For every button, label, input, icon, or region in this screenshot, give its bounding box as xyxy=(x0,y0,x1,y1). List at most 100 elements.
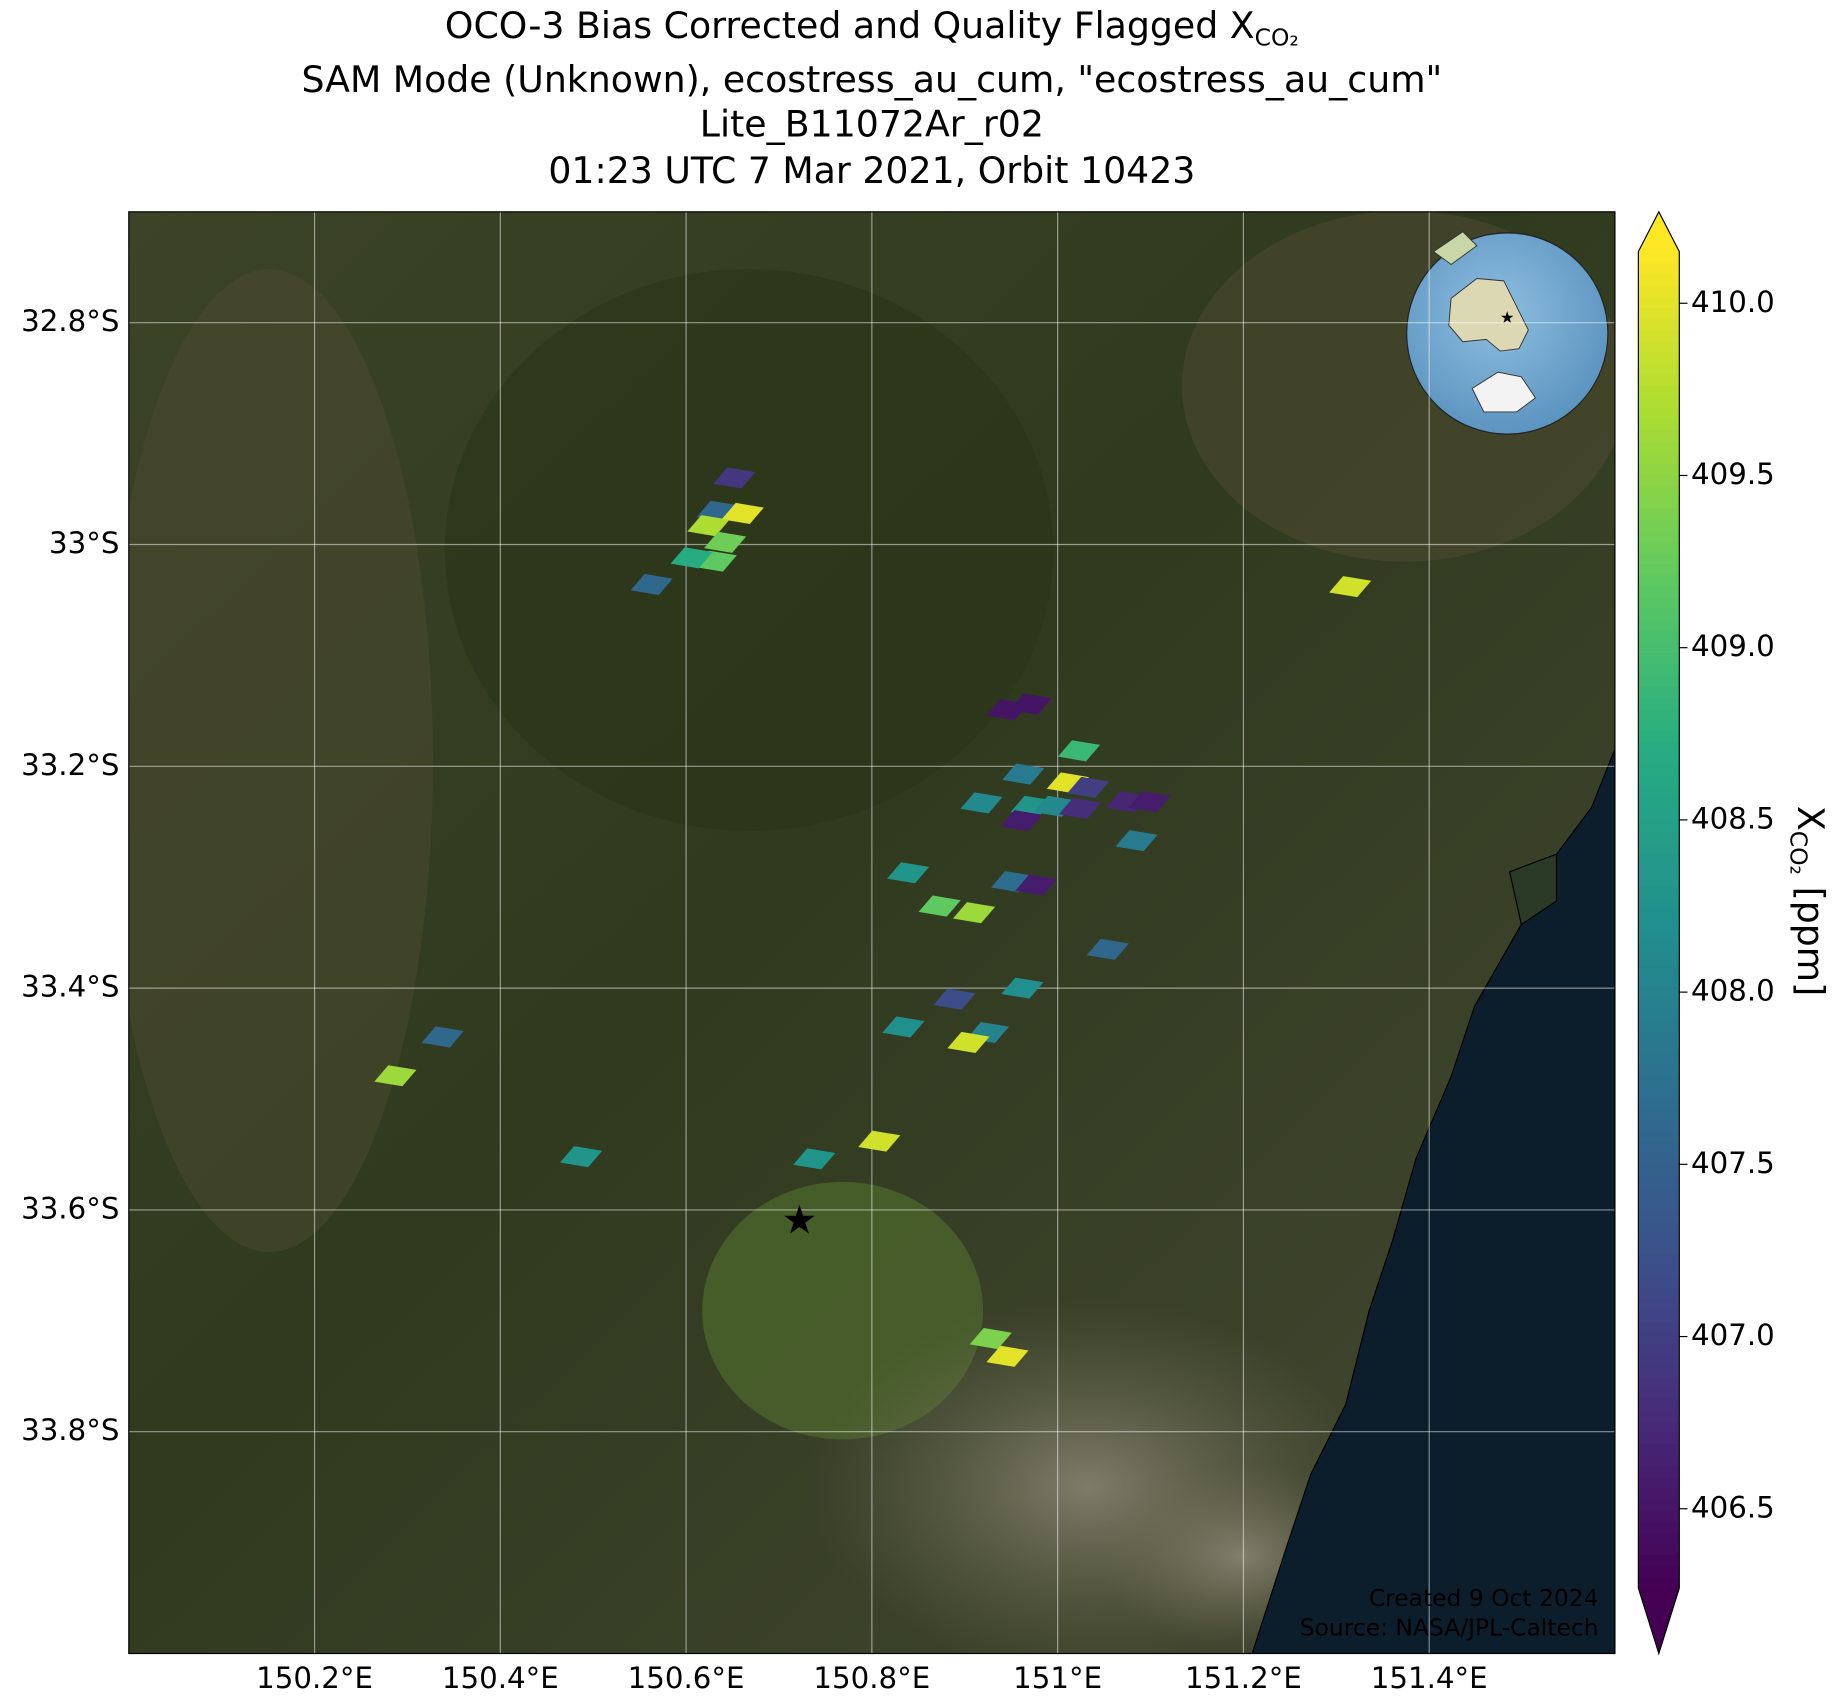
colorbar-segment xyxy=(1638,830,1680,843)
colorbar-segment xyxy=(1638,574,1680,587)
colorbar-segment xyxy=(1638,485,1680,498)
colorbar-segment xyxy=(1638,741,1680,754)
sounding-footprint xyxy=(1086,938,1129,960)
colorbar-tick-label: 408.0 xyxy=(1691,974,1775,1008)
colorbar-segment xyxy=(1638,351,1680,364)
colorbar-segment xyxy=(1638,942,1680,954)
x-tick-label: 150.8°E xyxy=(813,1661,930,1695)
y-tick-label: 33.8°S xyxy=(21,1413,119,1447)
colorbar-segment xyxy=(1638,1209,1680,1222)
chart-title: 01:23 UTC 7 Mar 2021, Orbit 10423 xyxy=(548,149,1195,192)
sounding-footprint xyxy=(858,1130,901,1152)
chart-title: OCO-3 Bias Corrected and Quality Flagged… xyxy=(445,4,1299,51)
colorbar-segment xyxy=(1638,262,1680,275)
colorbar-segment xyxy=(1638,452,1680,464)
colorbar-tick-label: 410.0 xyxy=(1691,285,1775,319)
colorbar-segment xyxy=(1638,1008,1680,1021)
colorbar-segment xyxy=(1638,1265,1680,1277)
colorbar-segment xyxy=(1638,841,1680,854)
colorbar-segment xyxy=(1638,407,1680,420)
title-text: Lite_B11072Ar_r02 xyxy=(700,102,1044,145)
sounding-footprint xyxy=(1001,977,1044,999)
x-tick-label: 151.2°E xyxy=(1185,1661,1302,1695)
colorbar-segment xyxy=(1638,1242,1680,1255)
annotation: Source: NASA/JPL-Caltech xyxy=(1300,1613,1599,1641)
title-subscript: CO₂ xyxy=(1255,23,1299,51)
colorbar-segment xyxy=(1638,674,1680,687)
colorbar-segment xyxy=(1638,1565,1680,1578)
sounding-footprint xyxy=(986,1345,1029,1367)
colorbar-segment xyxy=(1638,1331,1680,1344)
colorbar-segment xyxy=(1638,1020,1680,1032)
sounding-footprint xyxy=(1015,874,1058,896)
annotation: Created 9 Oct 2024 xyxy=(1369,1584,1599,1612)
colorbar-segment xyxy=(1638,808,1680,821)
x-tick-label: 151.4°E xyxy=(1371,1661,1488,1695)
colorbar-segment xyxy=(1638,763,1680,776)
sounding-footprint xyxy=(947,1031,990,1053)
colorbar-segment xyxy=(1638,585,1680,598)
sounding-footprint xyxy=(1067,776,1110,798)
colorbar-segment xyxy=(1638,1443,1680,1456)
colorbar-segment xyxy=(1638,1420,1680,1433)
sounding-footprint xyxy=(670,547,713,569)
colorbar-segment xyxy=(1638,1142,1680,1155)
colorbar-extension xyxy=(1638,1587,1680,1654)
sounding-footprint xyxy=(421,1026,464,1048)
colorbar-segment xyxy=(1638,886,1680,899)
colorbar-tick-label: 407.5 xyxy=(1691,1146,1775,1180)
colorbar-segment xyxy=(1638,641,1680,654)
colorbar-segment xyxy=(1638,1276,1680,1288)
colorbar-segment xyxy=(1638,563,1680,576)
globe-land xyxy=(1432,231,1478,266)
colorbar-segment xyxy=(1638,362,1680,375)
colorbar-segment xyxy=(1638,1354,1680,1366)
colorbar-label: XCO₂ [ppm] xyxy=(1785,806,1832,996)
colorbar-segment xyxy=(1638,852,1680,865)
sounding-footprint xyxy=(793,1148,836,1170)
colorbar-segment xyxy=(1638,1064,1680,1077)
colorbar-segment xyxy=(1638,1075,1680,1088)
colorbar-segment xyxy=(1638,596,1680,609)
sounding-footprint xyxy=(918,895,961,917)
colorbar-segment xyxy=(1638,630,1680,643)
colorbar-segment xyxy=(1638,1342,1680,1355)
colorbar-segment xyxy=(1638,463,1680,476)
colorbar-label-symbol: X xyxy=(1789,806,1832,831)
globe-marker: ★ xyxy=(1500,308,1515,327)
colorbar-segment xyxy=(1638,440,1680,453)
colorbar-segment xyxy=(1638,864,1680,876)
colorbar-segment xyxy=(1638,1298,1680,1311)
colorbar-segment xyxy=(1638,385,1680,398)
y-tick-label: 33.4°S xyxy=(21,970,119,1004)
colorbar-segment xyxy=(1638,1042,1680,1055)
sounding-footprint xyxy=(1058,797,1101,819)
colorbar-segment xyxy=(1638,1031,1680,1043)
map-frame xyxy=(128,211,1616,1655)
sounding-footprint xyxy=(1002,763,1045,785)
colorbar-segment xyxy=(1638,908,1680,921)
colorbar-segment xyxy=(1638,953,1680,966)
title-text: SAM Mode (Unknown), ecostress_au_cum, "e… xyxy=(301,58,1442,101)
colorbar-segment xyxy=(1638,1231,1680,1244)
sounding-footprint xyxy=(721,502,764,524)
colorbar-segment xyxy=(1638,1387,1680,1400)
colorbar-segment xyxy=(1638,1309,1680,1322)
colorbar-segment xyxy=(1638,1198,1680,1211)
colorbar-segment xyxy=(1638,1097,1680,1110)
terrain xyxy=(444,269,1054,831)
sounding-footprint xyxy=(1057,740,1101,762)
colorbar-segment xyxy=(1638,1320,1680,1333)
colorbar-segment xyxy=(1638,697,1680,709)
colorbar-segment xyxy=(1638,786,1680,798)
colorbar-segment xyxy=(1638,752,1680,765)
sounding-footprint xyxy=(933,988,976,1010)
sounding-footprint xyxy=(704,531,747,553)
colorbar-tick-label: 409.0 xyxy=(1691,629,1775,663)
colorbar-segment xyxy=(1638,652,1680,665)
colorbar-segment xyxy=(1638,474,1680,487)
title-text: 01:23 UTC 7 Mar 2021, Orbit 10423 xyxy=(548,149,1195,192)
sounding-footprint xyxy=(882,1016,925,1038)
colorbar-segment xyxy=(1638,518,1680,531)
colorbar-segment xyxy=(1638,1476,1680,1489)
